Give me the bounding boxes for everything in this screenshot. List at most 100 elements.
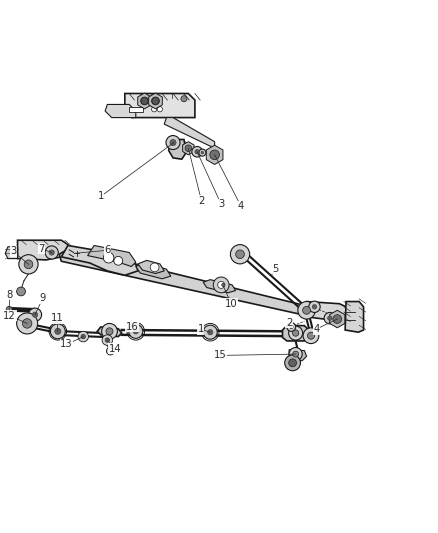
Circle shape [290,325,293,329]
Circle shape [312,304,317,309]
Text: 13: 13 [60,340,73,350]
Text: 2: 2 [286,318,292,328]
Polygon shape [136,263,171,279]
Circle shape [289,348,302,361]
Circle shape [328,316,332,320]
Circle shape [199,149,206,156]
Circle shape [201,151,204,154]
Text: 4: 4 [238,201,244,211]
Circle shape [28,308,42,321]
Circle shape [309,301,320,312]
Circle shape [222,283,225,287]
Polygon shape [203,280,236,293]
Circle shape [298,302,315,319]
Polygon shape [125,93,195,118]
Polygon shape [88,246,136,266]
Circle shape [114,256,123,265]
Circle shape [22,319,32,328]
Text: 1: 1 [98,191,104,201]
Polygon shape [5,247,18,259]
Circle shape [230,245,250,264]
Circle shape [141,97,148,105]
Polygon shape [345,302,364,332]
Circle shape [49,250,54,255]
Circle shape [106,347,114,355]
Circle shape [293,351,299,357]
Circle shape [208,329,213,335]
Circle shape [195,150,199,154]
Circle shape [19,255,38,274]
Text: 5: 5 [272,264,278,273]
Circle shape [303,328,319,344]
Text: 9: 9 [40,293,46,303]
FancyBboxPatch shape [129,107,143,112]
Circle shape [105,338,110,342]
Polygon shape [289,350,307,361]
Polygon shape [61,246,138,275]
Circle shape [203,325,217,339]
Polygon shape [183,142,194,155]
Text: 16: 16 [126,322,139,332]
Text: 10: 10 [225,298,237,309]
Text: 11: 11 [50,313,64,323]
Circle shape [152,97,159,105]
Circle shape [192,147,202,157]
Polygon shape [138,260,164,273]
Circle shape [152,107,157,112]
Circle shape [181,96,187,102]
Text: 2: 2 [198,196,205,206]
Text: 15: 15 [213,350,226,360]
Polygon shape [148,93,162,109]
Circle shape [17,287,25,296]
Circle shape [45,246,58,259]
Circle shape [287,322,296,332]
Circle shape [141,98,148,104]
Polygon shape [59,248,320,316]
Circle shape [333,314,342,324]
Circle shape [289,359,297,367]
Polygon shape [97,327,122,336]
Circle shape [106,328,113,335]
Circle shape [55,328,61,334]
Circle shape [166,135,180,150]
Circle shape [170,140,176,146]
Text: 3: 3 [10,246,16,256]
Circle shape [81,334,85,339]
Polygon shape [206,145,223,165]
Circle shape [157,107,162,112]
Polygon shape [138,93,152,109]
Circle shape [32,312,38,317]
Text: 12: 12 [3,311,16,320]
Polygon shape [307,302,347,322]
Circle shape [210,150,219,159]
Polygon shape [18,240,68,260]
Circle shape [102,335,113,345]
Polygon shape [169,140,186,159]
Circle shape [78,332,88,342]
Text: 6: 6 [104,245,110,255]
Circle shape [285,355,300,371]
Circle shape [213,277,229,293]
Circle shape [289,326,303,340]
Circle shape [103,253,114,263]
Text: 1: 1 [198,324,204,334]
Circle shape [152,98,159,104]
Circle shape [17,313,38,334]
Circle shape [185,145,192,151]
Circle shape [6,306,12,312]
Polygon shape [105,104,136,118]
Text: 3: 3 [218,199,224,209]
Text: 8: 8 [7,290,13,300]
Polygon shape [164,118,215,148]
Circle shape [129,324,143,338]
Circle shape [236,250,244,259]
Circle shape [24,260,33,269]
Circle shape [133,329,138,334]
Circle shape [150,263,159,272]
Circle shape [324,312,336,324]
Circle shape [307,332,314,339]
Circle shape [218,281,225,288]
Text: 7: 7 [39,244,45,254]
Polygon shape [330,310,345,328]
Circle shape [50,324,65,339]
